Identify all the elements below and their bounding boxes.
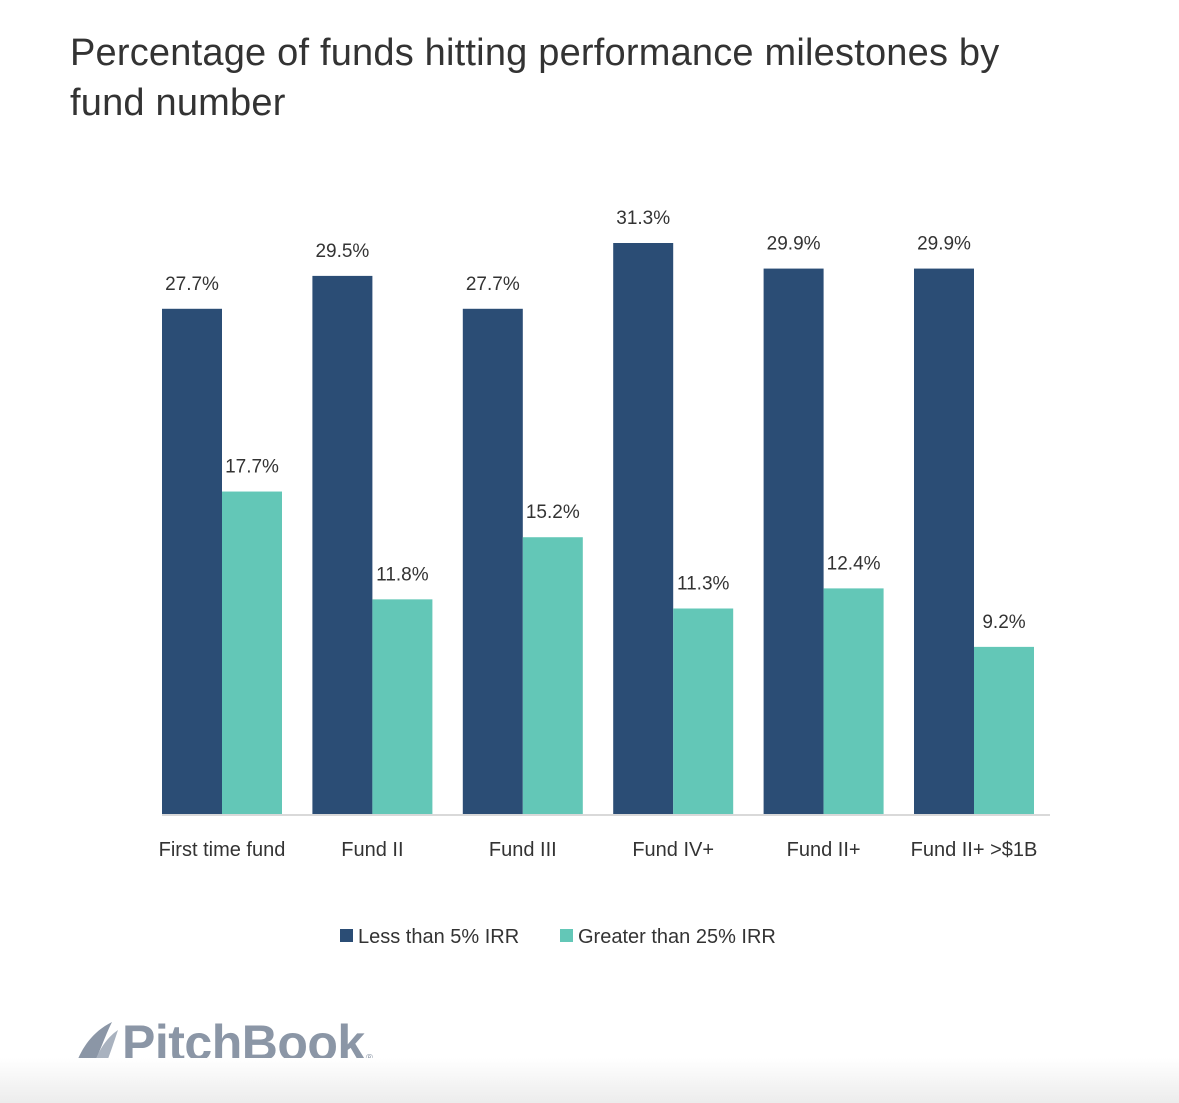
bar-less-than-5-irr-0 [162, 308, 222, 815]
value-label-1-4: 12.4% [827, 553, 881, 574]
bar-greater-than-25-irr-4 [823, 588, 884, 815]
legend-label-1: Greater than 25% IRR [578, 926, 776, 948]
bar-less-than-5-irr-5 [914, 268, 974, 815]
value-label-0-1: 29.5% [315, 241, 369, 262]
bar-greater-than-25-irr-3 [673, 608, 734, 815]
bar-less-than-5-irr-1 [312, 275, 373, 816]
bar-greater-than-25-irr-5 [974, 646, 1034, 815]
bars-group [162, 243, 1034, 816]
legend-label-0: Less than 5% IRR [358, 926, 519, 948]
legend-swatch-greater-than-25-irr [560, 929, 573, 942]
chart-title: Percentage of funds hitting performance … [70, 32, 1000, 124]
category-label-5: Fund II+ >$1B [911, 839, 1038, 861]
value-label-1-1: 11.8% [376, 564, 429, 585]
bar-less-than-5-irr-2 [462, 308, 523, 815]
legend-swatch-less-than-5-irr [340, 929, 353, 942]
bottom-fade [0, 1058, 1179, 1103]
category-labels-group: First time fund Fund II Fund III Fund IV+ Fu… [159, 839, 1038, 861]
category-label-0: First time fund [159, 839, 286, 861]
value-label-0-4: 29.9% [767, 234, 821, 255]
pitchbook-sail-icon [76, 1022, 118, 1064]
value-labels-group: 27.7% 17.7% 29.5% 11.8% 27.7% 15.2% 31.3% 11.3%… [165, 208, 1026, 633]
category-label-2: Fund III [489, 839, 557, 861]
category-label-4: Fund II+ [787, 839, 861, 861]
category-label-3: Fund IV+ [632, 839, 714, 861]
bar-chart: 27.7% 17.7% 29.5% 11.8% 27.7% 15.2% 31.3% 11.3%… [159, 208, 1050, 948]
bar-greater-than-25-irr-2 [522, 537, 583, 815]
legend: Less than 5% IRR Greater than 25% IRR [340, 926, 776, 948]
bar-greater-than-25-irr-0 [222, 491, 282, 815]
bar-less-than-5-irr-3 [613, 243, 674, 815]
value-label-1-5: 9.2% [982, 612, 1025, 633]
value-label-1-0: 17.7% [225, 457, 279, 478]
value-label-0-5: 29.9% [917, 234, 971, 255]
value-label-0-0: 27.7% [165, 274, 219, 295]
value-label-0-2: 27.7% [466, 274, 520, 295]
bar-less-than-5-irr-4 [763, 268, 824, 815]
bar-greater-than-25-irr-1 [372, 599, 433, 815]
value-label-1-3: 11.3% [677, 573, 730, 594]
value-label-0-3: 31.3% [616, 208, 670, 229]
category-label-1: Fund II [341, 839, 403, 861]
value-label-1-2: 15.2% [526, 502, 580, 523]
